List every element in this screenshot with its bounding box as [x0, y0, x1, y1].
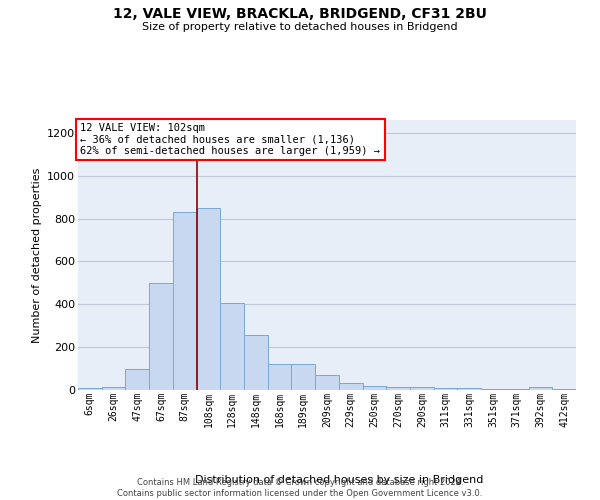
Bar [149, 283, 173, 390]
Bar [78, 388, 102, 390]
Bar [292, 364, 315, 390]
Bar [339, 383, 362, 390]
Bar [505, 389, 529, 390]
Bar [220, 303, 244, 390]
Text: 12 VALE VIEW: 102sqm
← 36% of detached houses are smaller (1,136)
62% of semi-de: 12 VALE VIEW: 102sqm ← 36% of detached h… [80, 122, 380, 156]
Bar [125, 368, 149, 390]
Bar [529, 388, 552, 390]
Bar [315, 376, 339, 390]
Bar [362, 386, 386, 390]
Bar [457, 388, 481, 390]
Y-axis label: Number of detached properties: Number of detached properties [32, 168, 41, 342]
Bar [244, 336, 268, 390]
Text: Distribution of detached houses by size in Bridgend: Distribution of detached houses by size … [195, 475, 483, 485]
Bar [434, 388, 457, 390]
Text: Size of property relative to detached houses in Bridgend: Size of property relative to detached ho… [142, 22, 458, 32]
Text: Contains HM Land Registry data © Crown copyright and database right 2024.
Contai: Contains HM Land Registry data © Crown c… [118, 478, 482, 498]
Bar [102, 387, 125, 390]
Bar [173, 212, 197, 390]
Bar [386, 387, 410, 390]
Bar [197, 208, 220, 390]
Bar [481, 389, 505, 390]
Bar [410, 387, 434, 390]
Bar [268, 364, 292, 390]
Bar [552, 389, 576, 390]
Text: 12, VALE VIEW, BRACKLA, BRIDGEND, CF31 2BU: 12, VALE VIEW, BRACKLA, BRIDGEND, CF31 2… [113, 8, 487, 22]
